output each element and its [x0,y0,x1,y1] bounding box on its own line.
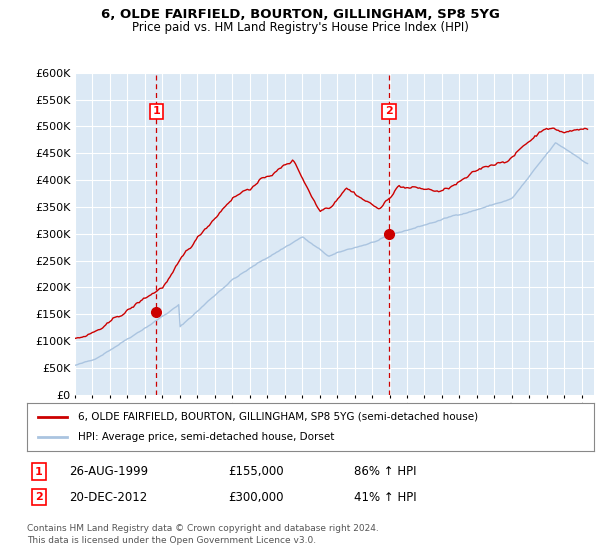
Text: 41% ↑ HPI: 41% ↑ HPI [354,491,416,504]
Text: 20-DEC-2012: 20-DEC-2012 [69,491,147,504]
Text: £155,000: £155,000 [228,465,284,478]
Text: 6, OLDE FAIRFIELD, BOURTON, GILLINGHAM, SP8 5YG: 6, OLDE FAIRFIELD, BOURTON, GILLINGHAM, … [101,8,499,21]
Text: 26-AUG-1999: 26-AUG-1999 [69,465,148,478]
Text: HPI: Average price, semi-detached house, Dorset: HPI: Average price, semi-detached house,… [78,432,334,442]
Text: 86% ↑ HPI: 86% ↑ HPI [354,465,416,478]
Text: 1: 1 [35,466,43,477]
Text: 6, OLDE FAIRFIELD, BOURTON, GILLINGHAM, SP8 5YG (semi-detached house): 6, OLDE FAIRFIELD, BOURTON, GILLINGHAM, … [78,412,478,422]
Text: 2: 2 [35,492,43,502]
Text: Price paid vs. HM Land Registry's House Price Index (HPI): Price paid vs. HM Land Registry's House … [131,21,469,34]
Text: 2: 2 [385,106,393,116]
Text: 1: 1 [152,106,160,116]
Text: £300,000: £300,000 [228,491,284,504]
Text: Contains HM Land Registry data © Crown copyright and database right 2024.
This d: Contains HM Land Registry data © Crown c… [27,524,379,545]
